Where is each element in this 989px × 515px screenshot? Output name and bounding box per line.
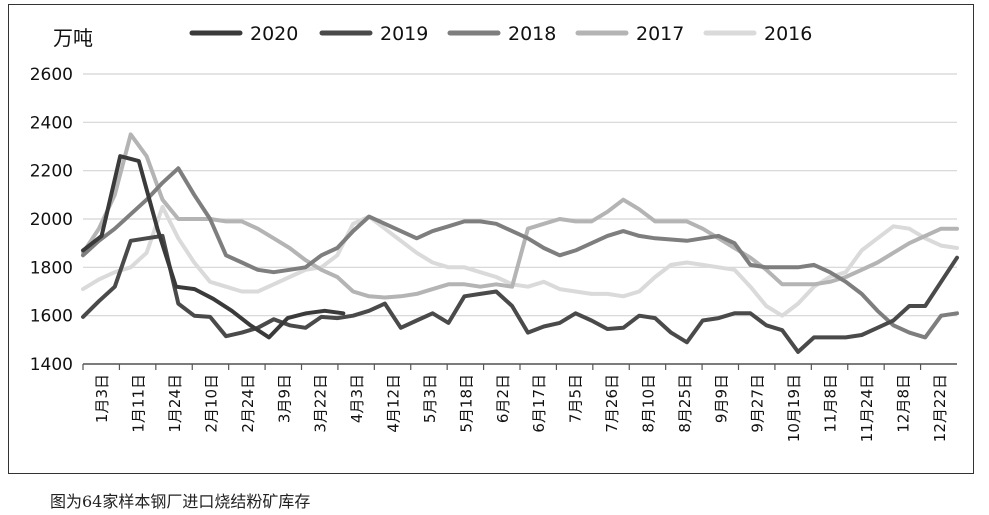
x-tick-label: 4月12日 [385, 374, 403, 433]
chart-frame: 1400 1600 1800 2000 2200 2400 2600 1月3日 1月11日 1月… [8, 4, 974, 474]
series-line-2018 [81, 166, 959, 340]
legend-label-2020: 2020 [250, 23, 298, 45]
y-tick-label: 2000 [30, 210, 73, 230]
x-tick-label: 6月2日 [494, 374, 512, 423]
x-tick-label: 5月3日 [421, 374, 439, 423]
x-tick-label: 10月19日 [785, 374, 803, 442]
y-axis-unit-label: 万吨 [53, 26, 93, 50]
legend-label-2017: 2017 [636, 23, 684, 45]
x-tick-label: 7月5日 [567, 374, 585, 423]
x-tick-label: 6月17日 [530, 374, 548, 433]
x-tick-label: 1月24日 [166, 374, 184, 433]
x-tick-label: 11月8日 [822, 374, 840, 433]
series-line-2016 [81, 204, 959, 318]
x-tick-label: 5月18日 [457, 374, 475, 433]
legend-label-2018: 2018 [508, 23, 556, 45]
x-tick-label: 11月24日 [858, 374, 876, 442]
x-tick-label: 2月10日 [202, 374, 220, 433]
x-tick-label: 8月25日 [676, 374, 694, 433]
x-axis: 1月3日 1月11日 1月24日 2月10日 2月24日 3月9日 3月22日 4月3日 4月1… [82, 363, 957, 442]
series-layer [81, 132, 959, 354]
y-tick-label: 1800 [30, 258, 73, 278]
y-tick-label: 1600 [30, 307, 73, 327]
y-tick-label: 2400 [30, 113, 73, 133]
legend-label-2019: 2019 [380, 23, 428, 45]
x-tick-label: 1月11日 [130, 374, 148, 433]
y-tick-label: 2200 [30, 162, 73, 182]
x-tick-label: 9月27日 [749, 374, 767, 433]
x-tick-label: 7月26日 [603, 374, 621, 433]
x-tick-label: 3月9日 [275, 374, 293, 423]
x-tick-label: 3月22日 [312, 374, 330, 433]
y-tick-label: 2600 [30, 65, 73, 85]
legend: 2020 2019 2018 2017 2016 [189, 23, 812, 45]
x-tick-label: 4月3日 [348, 374, 366, 423]
series-line-2020 [81, 154, 346, 340]
grid-layer [83, 73, 957, 365]
x-tick-label: 8月10日 [639, 374, 657, 433]
legend-label-2016: 2016 [764, 23, 812, 45]
x-tick-label: 2月24日 [239, 374, 257, 433]
x-tick-label: 12月8日 [894, 374, 912, 433]
y-tick-label: 1400 [30, 355, 73, 375]
x-tick-label: 1月3日 [93, 374, 111, 423]
y-axis: 1400 1600 1800 2000 2200 2400 2600 [30, 65, 73, 375]
series-line-2017 [81, 132, 959, 300]
x-tick-label: 9月9日 [712, 374, 730, 423]
figure-caption: 图为64家样本钢厂进口烧结粉矿库存 [50, 492, 311, 511]
series-line-2019 [81, 233, 959, 354]
x-tick-label: 12月22日 [931, 374, 949, 442]
